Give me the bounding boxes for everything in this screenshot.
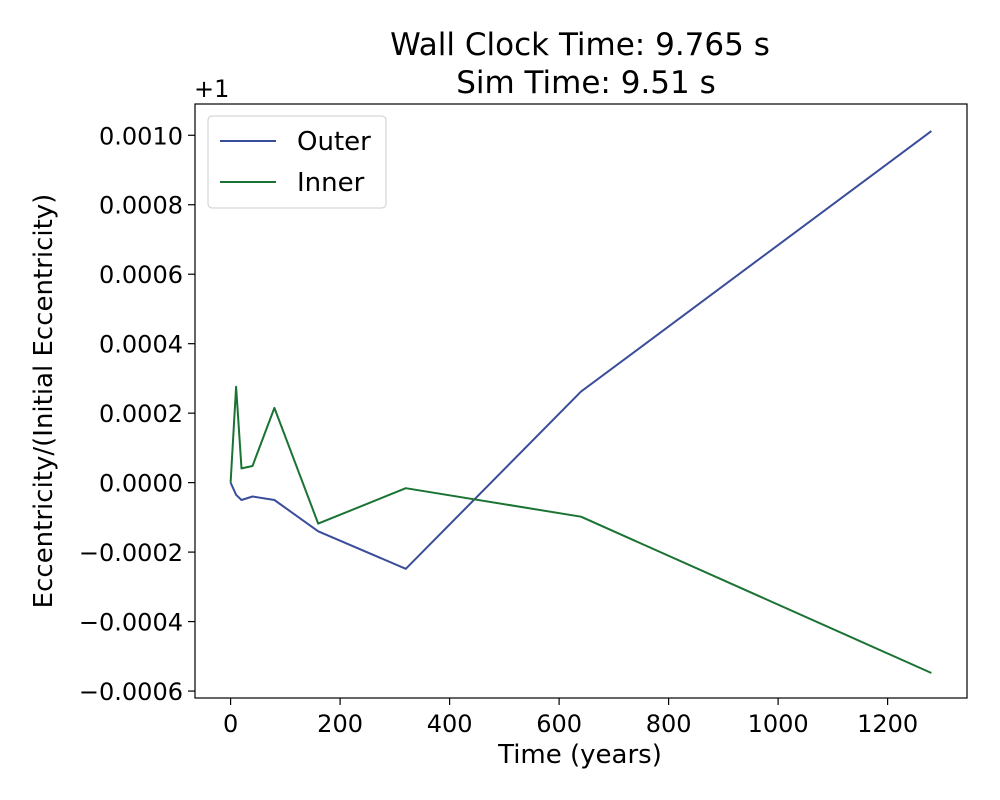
legend-label-inner: Inner	[297, 168, 365, 198]
series-layer	[229, 130, 932, 674]
legend-box	[207, 115, 387, 209]
x-tick-label: 600	[536, 710, 582, 738]
y-tick-label: −0.0004	[79, 609, 183, 637]
chart-title-line1: Wall Clock Time: 9.765 s	[390, 27, 770, 63]
series-line-inner	[229, 385, 932, 674]
x-axis-label: Time (years)	[497, 740, 662, 770]
plot-frame	[194, 103, 968, 699]
x-tick-label: 800	[646, 710, 692, 738]
y-tick-label: 0.0004	[99, 331, 183, 359]
y-tick-label: 0.0006	[99, 261, 183, 289]
series-line-outer	[229, 130, 932, 570]
x-tick-label: 1200	[857, 710, 918, 738]
y-tick-label: −0.0006	[79, 678, 183, 706]
legend-label-outer: Outer	[297, 127, 371, 157]
x-tick-label: 400	[427, 710, 473, 738]
x-tick-label: 1000	[748, 710, 809, 738]
x-tick-label: 0	[223, 710, 238, 738]
y-tick-label: 0.0010	[99, 122, 183, 150]
y-axis: −0.0006 −0.0004 −0.0002 0.0000 0.0002 0.0004 0…	[79, 122, 195, 706]
x-tick-label: 200	[317, 710, 363, 738]
x-axis: 0 200 400 600 800 1000 1200	[223, 698, 918, 738]
legend: Outer Inner	[207, 115, 387, 209]
y-tick-label: 0.0002	[99, 400, 183, 428]
y-tick-label: −0.0002	[79, 539, 183, 567]
y-tick-label: 0.0000	[99, 470, 183, 498]
chart-title-line2: Sim Time: 9.51 s	[456, 65, 716, 101]
y-offset-label: +1	[194, 75, 229, 103]
y-tick-label: 0.0008	[99, 192, 183, 220]
y-axis-label: Eccentricity/(Initial Eccentricity)	[29, 194, 59, 609]
